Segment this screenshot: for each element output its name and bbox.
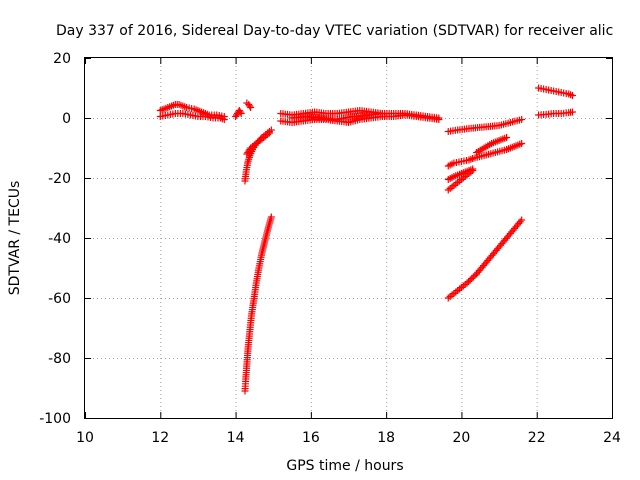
data-point [516,218,524,226]
x-tick-label: 24 [603,430,621,446]
data-point [265,129,273,137]
data-point [469,167,477,174]
data-point [237,110,245,117]
data-segment [469,140,526,162]
data-segment [288,110,386,123]
data-point [568,92,576,99]
data-segment [243,129,273,158]
data-point [463,279,471,287]
data-point [518,216,526,224]
y-tick-label: -100 [39,411,71,427]
y-tick-labels: -100 -80 -60 -40 -20 0 20 [39,51,71,427]
chart-title: Day 337 of 2016, Sidereal Day-to-day VTE… [56,23,613,39]
x-tick-label: 12 [151,430,169,446]
data-point [465,278,473,285]
y-axis-label: SDTVAR / TECUs [7,181,23,296]
data-segment [535,108,576,119]
y-tick-label: -60 [48,291,71,307]
data-segment [232,107,245,120]
data-points [156,84,576,395]
x-tick-label: 20 [453,430,471,446]
data-point [568,108,576,116]
plot-frame [84,57,613,419]
data-point [466,276,474,284]
data-segment [472,216,526,278]
data-segment [535,84,576,99]
data-segment [444,165,477,183]
data-point [471,272,479,279]
y-tick-label: 20 [53,51,71,67]
data-point [518,140,526,147]
data-point [503,134,511,141]
data-point [469,273,477,281]
data-point [236,108,244,116]
data-point [468,275,476,282]
data-point [220,116,228,123]
axis-ticks [85,58,613,419]
data-segment [444,167,477,194]
data-segment [156,110,228,123]
y-tick-label: -40 [48,231,71,247]
data-segment [444,155,477,170]
x-axis-label: GPS time / hours [286,458,403,474]
data-point [246,102,254,110]
y-tick-label: -20 [48,171,71,187]
data-segment [472,134,511,156]
data-point [247,104,255,111]
x-tick-label: 10 [76,430,94,446]
x-tick-label: 14 [227,430,245,446]
data-segment [444,270,480,302]
data-segment [444,116,526,135]
y-tick-label: -80 [48,351,71,367]
data-point [435,116,443,123]
x-tick-label: 22 [528,430,546,446]
x-tick-label: 18 [377,430,395,446]
data-segment [241,213,275,395]
data-point [378,110,386,117]
y-tick-label: 0 [62,111,71,127]
data-segment [243,99,255,111]
x-tick-labels: 10 12 14 16 18 20 22 24 [76,430,621,446]
x-tick-label: 16 [302,430,320,446]
data-point [267,213,275,221]
data-point [518,116,526,123]
